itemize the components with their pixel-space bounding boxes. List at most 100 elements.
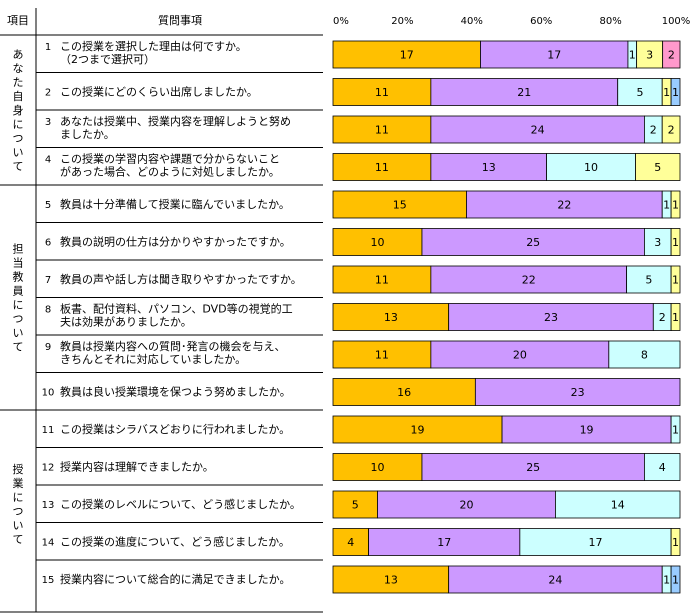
bar-value-label: 5: [645, 274, 652, 287]
bar-value-label: 23: [571, 386, 585, 399]
question-text: 授業内容について総合的に満足できましたか。: [60, 572, 290, 586]
question-text: この授業のレベルについて、どう感じましたか。: [60, 497, 301, 511]
bar-value-label: 5: [352, 499, 359, 512]
bar-value-label: 1: [672, 274, 679, 287]
bar-value-label: 22: [522, 274, 536, 287]
question-text: この授業を選択した理由は何ですか。: [60, 39, 247, 53]
question-number: 5: [45, 200, 51, 211]
question-text: あなたは授業中、授業内容を理解しようと努め: [60, 114, 291, 128]
bar-segment: [332, 78, 432, 106]
bar-row: 11 22 5 1: [332, 265, 681, 294]
bar-segment: [332, 303, 450, 331]
bar-segment: [670, 415, 681, 444]
bar-segment: [608, 340, 681, 369]
bar-row: 19 19 1: [332, 415, 681, 444]
category-label: 担当教員について: [13, 242, 24, 354]
x-tick-label: 60%: [530, 16, 552, 27]
question-text: 夫は効果がありましたか。: [60, 314, 192, 328]
bar-segment: [332, 340, 432, 369]
bar-segment: [332, 490, 378, 519]
bar-segment: [332, 190, 467, 219]
bar-segment: [670, 190, 681, 219]
bar-row: 4 17 17 1: [332, 528, 681, 556]
question-text: この授業の学習内容や課題で分からないこと: [60, 151, 280, 165]
bar-row: 13 23 2 1: [332, 303, 681, 331]
bar-value-label: 15: [393, 199, 407, 212]
bar-value-label: 13: [384, 574, 398, 587]
bar-value-label: 1: [663, 86, 670, 99]
bar-segment: [466, 190, 663, 219]
bar-value-label: 1: [672, 424, 679, 437]
question-text: 板書、配付資料、パソコン、DVD等の視覚的工: [60, 301, 293, 315]
question-number: 14: [42, 537, 55, 548]
question-text: 授業内容は理解できましたか。: [60, 459, 214, 473]
bar-value-label: 25: [526, 461, 540, 474]
category-label: あなた自身について: [13, 48, 24, 173]
question-text: 教員は十分準備して授業に臨んでいましたか。: [60, 197, 290, 211]
bar-segment: [519, 528, 672, 556]
question-text: （2つまで選択可）: [60, 52, 155, 66]
bar-value-label: 17: [437, 536, 451, 549]
bar-segment: [368, 528, 521, 556]
question-text: があった場合、どのように対処しましたか。: [60, 164, 280, 178]
bar-value-label: 19: [580, 424, 594, 437]
bar-row: 11 20 8: [332, 340, 681, 369]
bar-segment: [332, 228, 423, 256]
bar-value-label: 3: [646, 49, 653, 62]
bar-segment: [332, 265, 432, 294]
bar-row: 10 25 3 1: [332, 228, 681, 256]
bar-segment: [617, 78, 663, 106]
bar-segment: [670, 528, 681, 556]
bar-value-label: 8: [641, 349, 648, 362]
question-number: 11: [42, 425, 55, 436]
bar-value-label: 11: [375, 161, 389, 174]
bar-value-label: 24: [548, 574, 562, 587]
bar-value-label: 2: [650, 124, 657, 137]
bar-segment: [332, 40, 481, 69]
x-tick-label: 100%: [662, 16, 691, 27]
bar-row: 5 20 14: [332, 490, 681, 519]
bar-segment: [670, 265, 681, 294]
header-item: 項目: [7, 14, 29, 27]
bar-value-label: 2: [659, 311, 666, 324]
bar-segment: [448, 565, 663, 594]
bar-segment: [480, 40, 629, 69]
bar-row: 10 25 4: [332, 453, 681, 481]
bar-value-label: 1: [672, 86, 679, 99]
question-number: 4: [45, 154, 51, 165]
bars: 17 17 1 3 211 21 5 1 111 24 2 211 13 10 515 22 1 110 25 3 11…: [332, 40, 681, 594]
bar-value-label: 1: [672, 199, 679, 212]
bar-row: 17 17 1 3 2: [332, 40, 681, 69]
question-text: この授業の進度について、どう感じましたか。: [60, 534, 290, 548]
question-number: 13: [42, 500, 55, 511]
question-text: この授業にどのくらい出席しましたか。: [60, 84, 258, 98]
bar-segment: [636, 40, 664, 69]
bar-value-label: 13: [384, 311, 398, 324]
bar-segment: [661, 115, 681, 144]
bar-segment: [626, 265, 672, 294]
question-number: 2: [45, 87, 51, 98]
bar-value-label: 20: [513, 349, 527, 362]
bar-segment: [332, 528, 369, 556]
bar-value-label: 4: [659, 461, 666, 474]
bar-value-label: 11: [375, 349, 389, 362]
question-number: 3: [45, 117, 51, 128]
question-text: 教員は授業内容への質問･発言の機会を与え、: [60, 339, 286, 353]
bar-segment: [644, 453, 681, 481]
bar-value-label: 25: [526, 236, 540, 249]
bar-segment: [430, 265, 628, 294]
bar-value-label: 1: [672, 311, 679, 324]
bar-segment: [670, 565, 681, 594]
x-tick-label: 0%: [333, 16, 349, 27]
bar-value-label: 1: [672, 536, 679, 549]
question-number: 10: [42, 387, 55, 398]
category-label: 授業について: [13, 462, 24, 546]
bar-value-label: 10: [370, 236, 384, 249]
question-number: 12: [42, 462, 55, 473]
question-text: 教員の説明の仕方は分かりやすかったですか。: [60, 234, 291, 248]
bar-value-label: 16: [397, 386, 411, 399]
bar-value-label: 2: [668, 49, 675, 62]
bar-segment: [421, 453, 645, 481]
